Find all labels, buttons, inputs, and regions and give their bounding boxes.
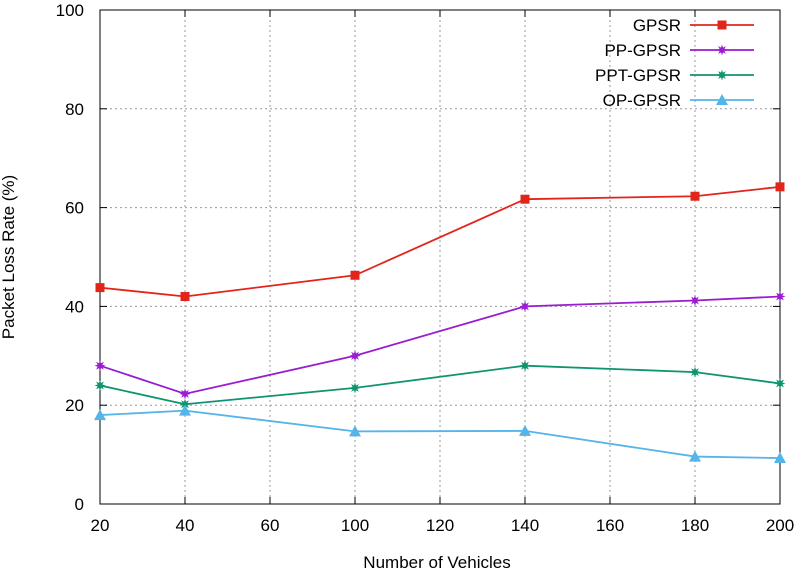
x-tick-label: 160 [596, 516, 624, 535]
y-tick-label: 60 [65, 199, 84, 218]
legend-label-op-gpsr: OP-GPSR [603, 91, 681, 110]
legend-marker-ppt-gpsr [716, 69, 728, 81]
data-point-gpsr [520, 194, 530, 204]
x-tick-label: 60 [261, 516, 280, 535]
data-point-ppt-gpsr [774, 377, 786, 389]
legend: GPSR PP-GPSR PPT-GPSR OP-GPSR [595, 16, 754, 110]
y-tick-label: 100 [56, 1, 84, 20]
legend-label-gpsr: GPSR [633, 16, 681, 35]
data-point-ppt-gpsr [349, 382, 361, 394]
x-tick-label: 100 [341, 516, 369, 535]
y-tick-label: 20 [65, 396, 84, 415]
data-point-gpsr [180, 292, 190, 302]
y-axis-label: Packet Loss Rate (%) [0, 175, 18, 339]
axis-ticks: 20 40 60 100 120 140 160 180 200 0 20 40 60 80 100 [56, 1, 795, 535]
data-point-op-gpsr [519, 424, 531, 436]
data-point-ppt-gpsr [94, 379, 106, 391]
series-line-ppt-gpsr [99, 364, 781, 406]
data-point-pp-gpsr [349, 350, 361, 362]
data-point-gpsr [95, 283, 105, 293]
data-point-pp-gpsr [774, 291, 786, 303]
data-point-pp-gpsr [689, 294, 701, 306]
data-point-gpsr [775, 182, 785, 192]
data-point-pp-gpsr [179, 388, 191, 400]
data-point-op-gpsr [774, 452, 786, 464]
series-line-gpsr [99, 185, 781, 298]
data-point-ppt-gpsr [179, 398, 191, 410]
x-axis-label: Number of Vehicles [363, 553, 510, 570]
series-line-op-gpsr [99, 409, 781, 459]
data-point-ppt-gpsr [519, 360, 531, 372]
x-tick-label: 20 [91, 516, 110, 535]
data-point-gpsr [350, 270, 360, 280]
x-tick-label: 120 [426, 516, 454, 535]
legend-marker-pp-gpsr [716, 44, 728, 56]
data-point-ppt-gpsr [689, 366, 701, 378]
data-point-op-gpsr [349, 425, 361, 437]
y-tick-label: 0 [75, 495, 84, 514]
data-point-op-gpsr [689, 450, 701, 462]
x-tick-label: 140 [511, 516, 539, 535]
data-point-gpsr [690, 191, 700, 201]
x-tick-label: 200 [766, 516, 794, 535]
data-point-op-gpsr [179, 404, 191, 416]
legend-label-ppt-gpsr: PPT-GPSR [595, 66, 681, 85]
series-lines [94, 182, 786, 464]
series-line-pp-gpsr [99, 295, 781, 395]
y-tick-label: 40 [65, 297, 84, 316]
data-point-pp-gpsr [519, 300, 531, 312]
legend-marker-gpsr [717, 20, 727, 30]
data-point-op-gpsr [94, 409, 106, 421]
legend-label-pp-gpsr: PP-GPSR [604, 41, 681, 60]
x-tick-label: 40 [176, 516, 195, 535]
x-tick-label: 180 [681, 516, 709, 535]
data-point-pp-gpsr [94, 360, 106, 372]
legend-marker-op-gpsr [716, 94, 728, 105]
y-tick-label: 80 [65, 100, 84, 119]
